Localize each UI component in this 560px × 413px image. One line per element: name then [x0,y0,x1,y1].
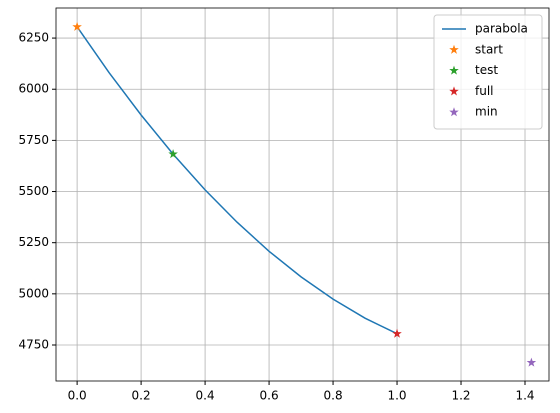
legend-label: test [475,63,498,77]
legend-marker [449,86,459,96]
legend-label: min [475,105,498,119]
legend-label: start [475,42,503,56]
x-tick-label: 1.2 [451,389,470,403]
marker [526,357,537,367]
marker [168,149,178,159]
legend-label: full [475,84,494,98]
y-tick-label: 5250 [18,235,49,249]
legend-marker [449,107,459,117]
line [76,26,398,335]
x-tick-label: 1.4 [515,389,534,403]
y-tick-label: 5500 [18,184,49,198]
marker [392,328,402,338]
x-tick-label: 0.2 [132,389,151,403]
legend-box [433,14,543,130]
legend-marker [449,44,459,54]
y-tick-label: 5000 [18,286,49,300]
x-tick-label: 0.8 [324,389,343,403]
x-tick-label: 0.6 [260,389,279,403]
y-tick-label: 6250 [18,31,49,45]
y-tick-label: 4750 [18,337,49,351]
y-tick-label: 5750 [18,133,49,147]
marker [72,21,82,31]
y-tick-label: 6000 [18,82,49,96]
x-tick-label: 0.0 [68,389,87,403]
legend-label: parabola [475,22,528,36]
axes-frame [55,7,550,382]
legend-marker [449,65,459,75]
x-tick-label: 0.4 [196,389,215,403]
x-tick-label: 1.0 [387,389,406,403]
legend: parabola start test full min [433,14,543,130]
